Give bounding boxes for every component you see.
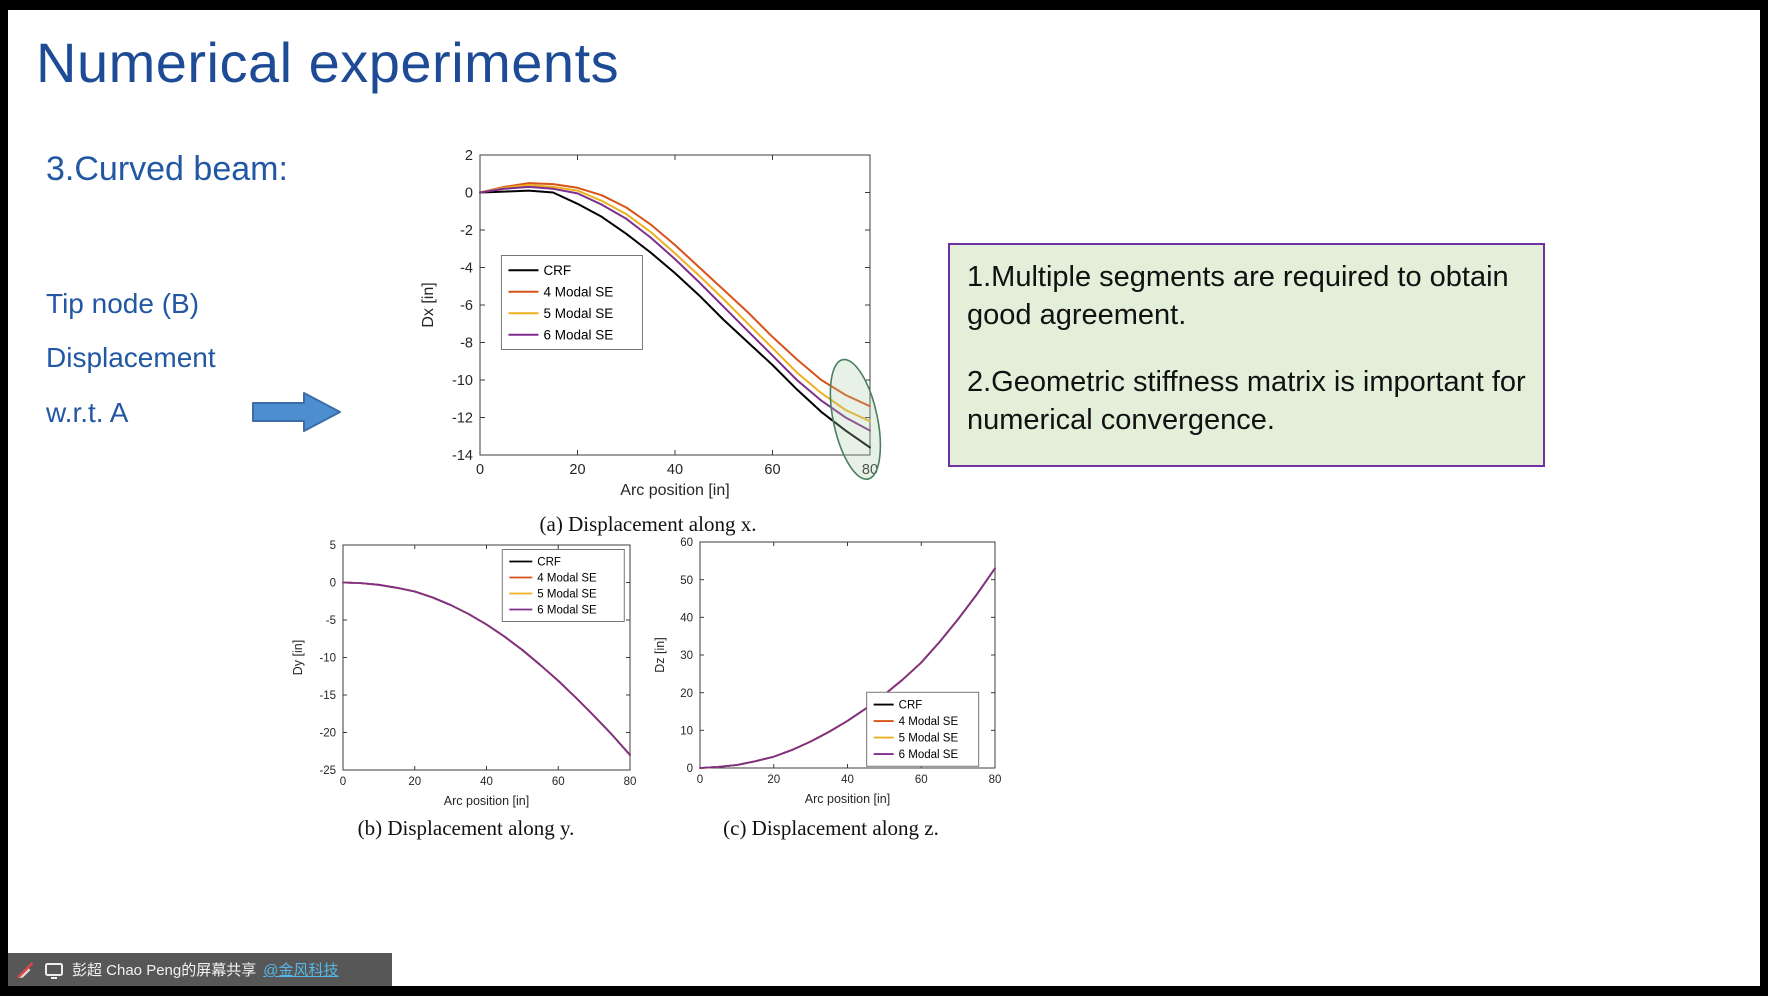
svg-text:0: 0 bbox=[340, 776, 346, 788]
right-arrow-icon bbox=[252, 392, 341, 432]
svg-text:CRF: CRF bbox=[543, 263, 571, 278]
svg-text:40: 40 bbox=[841, 774, 854, 786]
svg-text:60: 60 bbox=[764, 462, 780, 478]
note-wrt-a: w.r.t. A bbox=[46, 397, 129, 428]
svg-text:40: 40 bbox=[667, 462, 683, 478]
svg-text:-6: -6 bbox=[460, 298, 473, 314]
chart-caption-b: (b) Displacement along y. bbox=[357, 816, 575, 840]
svg-text:20: 20 bbox=[569, 462, 585, 478]
svg-text:Arc position [in]: Arc position [in] bbox=[805, 792, 890, 806]
svg-text:5 Modal SE: 5 Modal SE bbox=[537, 589, 597, 601]
callout-point-1: 1.Multiple segments are required to obta… bbox=[967, 261, 1509, 331]
svg-text:4 Modal SE: 4 Modal SE bbox=[537, 573, 597, 585]
svg-text:50: 50 bbox=[680, 575, 693, 587]
svg-text:0: 0 bbox=[330, 578, 336, 590]
svg-text:Arc position [in]: Arc position [in] bbox=[444, 794, 529, 808]
svg-text:-2: -2 bbox=[460, 223, 473, 239]
svg-text:20: 20 bbox=[767, 774, 780, 786]
frame-edge-bottom bbox=[0, 986, 1768, 996]
svg-text:5: 5 bbox=[330, 540, 336, 552]
chart-displacement-z: 0 20 40 60 80 0 10 20 30 40 50 60 Arc position [in] D… bbox=[653, 537, 1002, 806]
note-tip-node: Tip node (B) bbox=[46, 288, 200, 319]
svg-text:40: 40 bbox=[680, 612, 693, 624]
frame-edge-left bbox=[0, 0, 8, 996]
svg-text:5 Modal SE: 5 Modal SE bbox=[543, 306, 613, 321]
svg-text:6 Modal SE: 6 Modal SE bbox=[543, 328, 613, 343]
svg-text:-14: -14 bbox=[452, 448, 473, 464]
svg-text:0: 0 bbox=[687, 763, 693, 775]
svg-text:60: 60 bbox=[680, 537, 693, 549]
frame-edge-right bbox=[1760, 0, 1768, 996]
note-displacement: Displacement bbox=[46, 342, 216, 373]
svg-text:20: 20 bbox=[408, 776, 421, 788]
svg-text:0: 0 bbox=[476, 462, 484, 478]
frame-edge-top bbox=[0, 0, 1768, 10]
slide-title: Numerical experiments bbox=[36, 31, 620, 94]
chart-displacement-y: 0 20 40 60 80 -25 -20 -15 -10 -5 0 5 Arc position [i… bbox=[291, 540, 637, 808]
screen-share-icon[interactable] bbox=[43, 959, 65, 981]
svg-text:80: 80 bbox=[624, 776, 637, 788]
svg-text:Dy [in]: Dy [in] bbox=[291, 640, 305, 675]
svg-text:CRF: CRF bbox=[899, 700, 923, 712]
svg-text:Dx [in]: Dx [in] bbox=[420, 282, 437, 327]
share-bar: 彭超 Chao Peng的屏幕共享 @金风科技 bbox=[8, 953, 392, 986]
callout-point-2: 2.Geometric stiffness matrix is importan… bbox=[967, 366, 1526, 437]
svg-text:20: 20 bbox=[680, 688, 693, 700]
svg-text:-10: -10 bbox=[319, 653, 336, 665]
svg-text:30: 30 bbox=[680, 650, 693, 662]
svg-text:-5: -5 bbox=[326, 615, 336, 627]
svg-text:-12: -12 bbox=[452, 411, 473, 427]
section-heading: 3.Curved beam: bbox=[46, 150, 288, 188]
org-link[interactable]: @金风科技 bbox=[263, 962, 339, 979]
svg-text:-8: -8 bbox=[460, 336, 473, 352]
svg-text:4 Modal SE: 4 Modal SE bbox=[899, 716, 959, 728]
presenter-label: 彭超 Chao Peng的屏幕共享 bbox=[72, 962, 257, 979]
svg-text:10: 10 bbox=[680, 725, 693, 737]
svg-text:-25: -25 bbox=[319, 765, 336, 777]
chart-caption-c: (c) Displacement along z. bbox=[723, 816, 939, 840]
chart-caption-a: (a) Displacement along x. bbox=[539, 512, 757, 536]
svg-text:40: 40 bbox=[480, 776, 493, 788]
conclusions-callout: 1.Multiple segments are required to obta… bbox=[948, 243, 1545, 467]
svg-text:-10: -10 bbox=[452, 373, 473, 389]
svg-text:6 Modal SE: 6 Modal SE bbox=[899, 749, 959, 761]
svg-text:60: 60 bbox=[915, 774, 928, 786]
svg-text:60: 60 bbox=[552, 776, 565, 788]
svg-text:Arc position [in]: Arc position [in] bbox=[620, 482, 729, 499]
svg-text:5 Modal SE: 5 Modal SE bbox=[899, 733, 959, 745]
svg-text:0: 0 bbox=[697, 774, 703, 786]
svg-text:80: 80 bbox=[989, 774, 1002, 786]
svg-text:Dz [in]: Dz [in] bbox=[653, 637, 667, 672]
svg-text:-20: -20 bbox=[319, 728, 336, 740]
svg-text:2: 2 bbox=[465, 148, 473, 164]
svg-text:4 Modal SE: 4 Modal SE bbox=[543, 285, 613, 300]
svg-text:6 Modal SE: 6 Modal SE bbox=[537, 605, 597, 617]
svg-text:CRF: CRF bbox=[537, 557, 561, 569]
svg-text:-15: -15 bbox=[319, 690, 336, 702]
annotation-disabled-icon[interactable] bbox=[14, 959, 36, 981]
svg-text:-4: -4 bbox=[460, 261, 473, 277]
svg-text:0: 0 bbox=[465, 186, 473, 202]
